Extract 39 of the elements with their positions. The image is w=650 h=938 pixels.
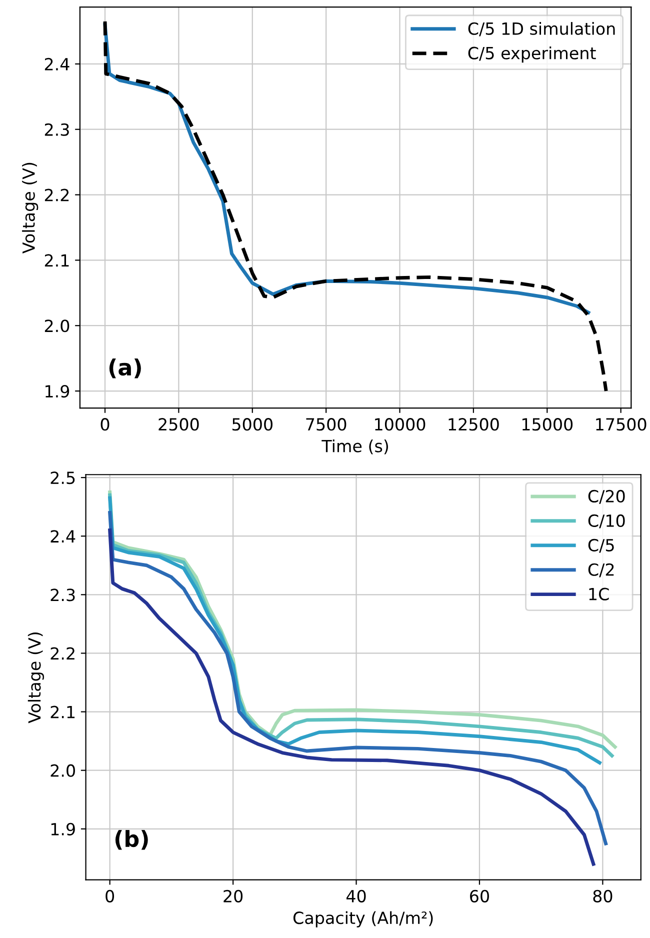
x-tick-label: 80 — [593, 890, 612, 902]
y-tick-label: 2.4 — [50, 530, 76, 542]
x-tick-label: 60 — [470, 890, 489, 902]
y-tick-label: 1.9 — [46, 384, 70, 398]
y-tick-label: 2.2 — [44, 188, 69, 202]
x-tick-label: 7500 — [306, 418, 346, 431]
x-tick-label: 12500 — [448, 418, 499, 431]
y-axis-title: Voltage (V) — [28, 632, 44, 724]
x-tick-label: 0 — [106, 890, 114, 902]
legend-label: C/20 — [588, 490, 625, 504]
x-tick-label: 2500 — [158, 418, 199, 431]
legend-label: C/5 1D simulation — [468, 22, 615, 36]
annotation: (b) — [115, 830, 148, 850]
x-tick-label: 5000 — [232, 418, 272, 431]
x-tick-label: 17500 — [596, 418, 646, 431]
y-tick-label: 2.0 — [44, 320, 70, 332]
y-tick-label: 2.4 — [44, 58, 70, 70]
y-tick-label: 2.2 — [50, 647, 74, 660]
legend-label: 1C — [589, 588, 609, 600]
x-tick-label: 10000 — [375, 418, 426, 431]
annotation: (a) — [109, 358, 141, 378]
x-axis-title: Time (s) — [322, 439, 388, 454]
y-tick-label: 2.3 — [44, 123, 69, 136]
legend-label: C/5 — [588, 538, 614, 553]
x-axis-title: Capacity (Ah/m²) — [293, 911, 433, 928]
legend-label: C/5 experiment — [468, 46, 596, 63]
y-tick-label: 2.5 — [50, 472, 75, 484]
y-tick-label: 2.3 — [50, 588, 75, 602]
x-tick-label: 20 — [224, 890, 243, 902]
x-tick-label: 15000 — [522, 418, 573, 431]
x-tick-label: 0 — [100, 418, 110, 431]
y-tick-label: 1.9 — [51, 822, 75, 836]
y-axis-title: Voltage (V) — [22, 162, 38, 254]
legend-label: C/2 — [588, 563, 614, 578]
legend-label: C/10 — [588, 514, 625, 528]
y-tick-label: 2.0 — [50, 764, 75, 777]
y-tick-label: 2.1 — [50, 706, 75, 718]
y-tick-label: 2.1 — [44, 254, 69, 267]
x-tick-label: 40 — [346, 890, 366, 902]
